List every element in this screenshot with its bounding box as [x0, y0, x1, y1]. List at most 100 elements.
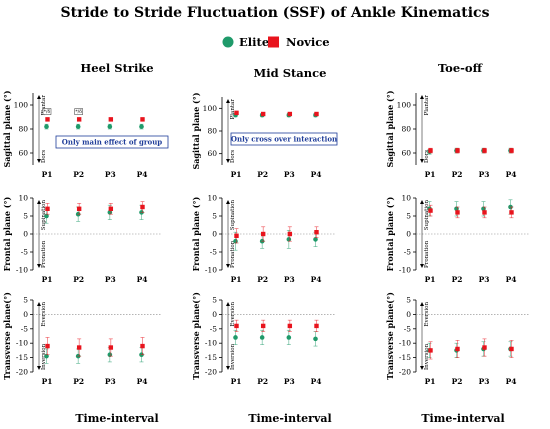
elite-point [44, 213, 49, 219]
direction-arrow-up-icon [37, 200, 41, 204]
elite-point [313, 336, 318, 342]
x-tick-label: P4 [506, 170, 517, 179]
novice-point-group [45, 337, 50, 356]
novice-point-group [428, 204, 433, 217]
novice-point-group [482, 206, 487, 219]
novice-point [140, 117, 145, 122]
novice-point-group [76, 117, 82, 122]
x-tick-label: P1 [425, 170, 436, 179]
direction-arrow-down-icon [420, 366, 424, 370]
elite-point [286, 335, 292, 340]
y-tick-label: 80 [18, 125, 28, 134]
x-tick-label: P2 [452, 377, 463, 386]
x-tick-label: P1 [231, 377, 242, 386]
legend-novice-marker [268, 36, 279, 48]
lower-direction-label: Inversion [424, 343, 430, 370]
y-tick-label: 0 [23, 230, 28, 239]
annotation-text: Only cross over interaction [231, 135, 337, 144]
x-tick-label: P1 [42, 377, 53, 386]
x-tick-label: P1 [425, 275, 436, 284]
novice-point [455, 148, 460, 153]
novice-point [76, 206, 82, 211]
direction-arrow-down-icon [420, 264, 424, 268]
upper-direction-label: Eversion [424, 302, 430, 327]
lower-direction-label: Dors [230, 150, 236, 163]
elite-point-group [313, 331, 318, 347]
y-tick-label: -10 [16, 339, 28, 348]
y-axis-title: Sagittal plane (°) [2, 90, 12, 167]
novice-point [140, 204, 145, 210]
y-axis-title: Sagittal plane (°) [191, 92, 201, 169]
x-tick-label: P2 [257, 377, 268, 386]
novice-point-group [314, 111, 319, 117]
x-tick-label: P2 [452, 170, 463, 179]
novice-point [428, 348, 433, 353]
novice-point [455, 210, 460, 215]
y-tick-label: -10 [16, 266, 28, 275]
novice-point [482, 148, 487, 153]
annotation-box [230, 132, 338, 146]
direction-arrow-up-icon [37, 302, 41, 306]
x-tick-label: P4 [311, 170, 322, 179]
direction-arrow-down-icon [226, 264, 230, 268]
y-tick-label: 5 [23, 212, 28, 221]
y-tick-label: -20 [399, 368, 411, 377]
elite-point [233, 335, 238, 340]
lower-direction-label: Dors [41, 150, 47, 163]
upper-direction-label: Plantar [424, 95, 430, 116]
direction-arrow-down-icon [37, 264, 41, 268]
x-tick-label: P4 [311, 377, 322, 386]
y-tick-label: -10 [205, 266, 217, 275]
novice-point [287, 111, 293, 117]
novice-point-group [234, 319, 239, 332]
x-tick-label: P1 [42, 275, 53, 284]
elite-point [107, 124, 113, 129]
direction-arrow-down-icon [37, 159, 41, 163]
novice-point [314, 323, 319, 329]
y-tick-label: 60 [207, 149, 217, 158]
elite-point-group [233, 329, 238, 345]
legend-elite-marker [222, 36, 234, 48]
direction-arrow-up-icon [420, 95, 424, 99]
novice-point-group [509, 206, 514, 219]
novice-point-group [455, 340, 460, 358]
novice-point-group [287, 226, 293, 242]
novice-point-group [314, 319, 319, 332]
novice-point-group [260, 111, 266, 117]
y-tick-label: 5 [212, 212, 217, 221]
legend-elite-label: Elite [239, 35, 269, 49]
y-tick-label: 5 [212, 296, 217, 305]
novice-point [509, 210, 514, 215]
novice-point [108, 117, 114, 122]
y-tick-label: 10 [207, 194, 217, 203]
novice-point [482, 345, 487, 350]
novice-point-group [509, 147, 514, 154]
novice-point-group [428, 341, 433, 360]
direction-arrow-up-icon [37, 95, 41, 99]
y-tick-label: 0 [23, 310, 28, 319]
x-tick-label: P1 [231, 170, 242, 179]
y-tick-label: -15 [205, 353, 217, 362]
novice-point [509, 346, 514, 352]
novice-point [140, 343, 145, 349]
direction-arrow-down-icon [226, 366, 230, 370]
y-tick-label: -5 [210, 248, 218, 257]
y-tick-label: 0 [212, 230, 217, 239]
novice-point-group [509, 340, 514, 358]
x-tick-label: P2 [73, 275, 84, 284]
y-axis-title: Transverse plane(°) [191, 292, 201, 380]
x-tick-label: P4 [137, 377, 148, 386]
y-tick-label: -15 [16, 353, 28, 362]
x-axis-title-3: Time-interval [421, 412, 504, 425]
x-tick-label: P3 [284, 275, 295, 284]
novice-point [428, 148, 433, 153]
legend-novice-label: Novice [286, 35, 330, 49]
upper-direction-label: Eversion [230, 302, 236, 327]
direction-arrow-up-icon [420, 200, 424, 204]
novice-point-group [234, 228, 239, 244]
lower-direction-label: Dors [424, 150, 430, 163]
novice-point [234, 233, 239, 238]
novice-point-group [234, 110, 239, 116]
